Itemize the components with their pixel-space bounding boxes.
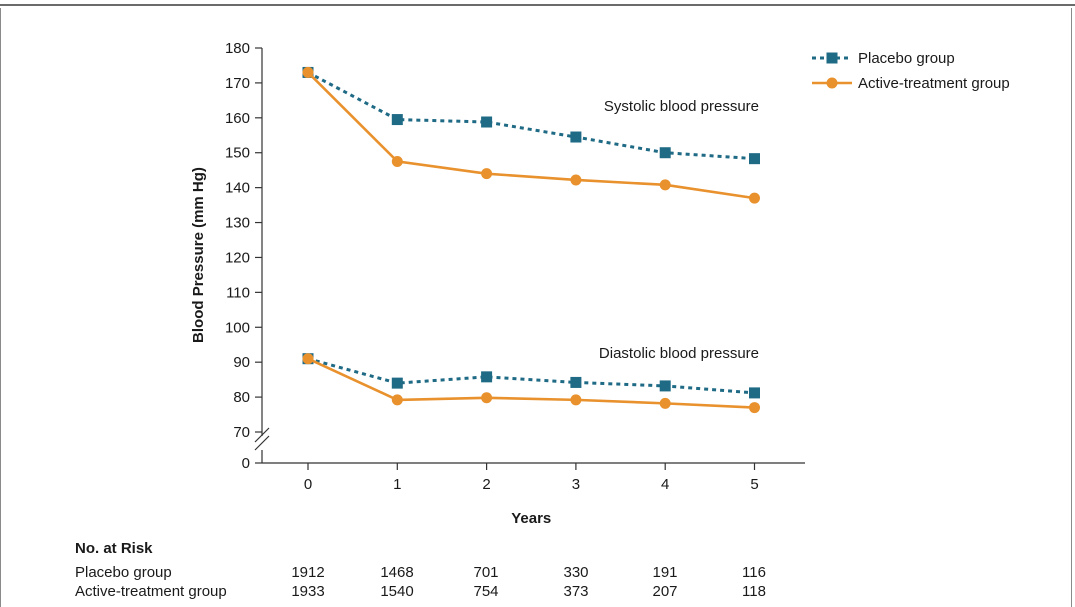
x-tick-label: 5 <box>750 476 758 493</box>
data-point <box>481 116 493 128</box>
x-tick-label: 2 <box>482 476 490 493</box>
data-point <box>481 371 493 383</box>
y-tick-label: 130 <box>225 215 250 232</box>
x-tick-label: 1 <box>393 476 401 493</box>
x-tick-label: 3 <box>572 476 580 493</box>
risk-count: 701 <box>473 564 499 581</box>
y-tick-label: 120 <box>225 249 250 266</box>
data-point <box>391 394 403 406</box>
data-point <box>570 131 582 143</box>
y-axis-label: Blood Pressure (mm Hg) <box>190 167 207 343</box>
risk-count: 1933 <box>291 583 325 600</box>
data-point <box>570 394 582 406</box>
top-rule <box>0 4 1075 6</box>
data-point <box>749 153 760 165</box>
y-tick-label: 110 <box>226 284 250 301</box>
data-point <box>302 353 314 365</box>
series-line <box>307 357 755 395</box>
y-tick-label: 0 <box>242 455 250 472</box>
data-point <box>570 376 582 388</box>
data-point <box>659 179 671 191</box>
series-line <box>307 357 755 409</box>
data-point <box>481 392 493 404</box>
y-tick-label: 70 <box>233 424 250 441</box>
y-tick-label: 170 <box>225 75 250 92</box>
risk-count: 373 <box>563 583 589 600</box>
risk-count: 118 <box>742 583 766 600</box>
risk-row-label: Placebo group <box>75 564 172 581</box>
x-axis-label: Years <box>511 510 551 527</box>
x-tick-label: 4 <box>661 476 669 493</box>
data-point <box>659 397 671 409</box>
y-tick-label: 140 <box>225 180 250 197</box>
data-point <box>481 168 493 180</box>
data-point <box>659 147 671 159</box>
risk-table-title: No. at Risk <box>75 540 153 557</box>
legend-marker <box>826 77 838 89</box>
risk-count: 1912 <box>291 564 325 581</box>
y-tick-label: 150 <box>225 145 250 162</box>
data-point <box>659 380 671 392</box>
y-axis-break-mark <box>254 435 270 451</box>
series-line <box>307 71 755 161</box>
risk-count: 207 <box>652 583 678 600</box>
series-line <box>307 71 755 200</box>
legend-marker <box>826 52 838 64</box>
data-point <box>391 377 403 389</box>
systolic-annotation: Systolic blood pressure <box>604 98 759 115</box>
figure-frame <box>0 8 1072 607</box>
risk-count: 1468 <box>380 564 414 581</box>
blood-pressure-chart: 70 80 90 100 110 120 130 140 150 160 170 180 0 0 1 2 3 4 5… <box>190 40 1010 527</box>
risk-count: 754 <box>473 583 499 600</box>
risk-row-label: Active-treatment group <box>75 583 227 600</box>
data-point <box>749 192 760 204</box>
y-axis-break-mark <box>254 427 270 443</box>
y-tick-label: 80 <box>233 389 250 406</box>
legend-label: Placebo group <box>858 50 955 67</box>
risk-count: 116 <box>742 564 766 581</box>
data-point <box>749 402 760 414</box>
risk-count: 330 <box>563 564 589 581</box>
risk-count: 191 <box>652 564 678 581</box>
y-tick-label: 160 <box>225 110 250 127</box>
data-point <box>391 155 403 167</box>
y-tick-label: 100 <box>225 319 250 336</box>
data-point <box>749 387 760 399</box>
data-point <box>570 174 582 186</box>
legend-label: Active-treatment group <box>858 75 1010 92</box>
y-tick-label: 90 <box>233 354 250 371</box>
risk-count: 1540 <box>380 583 414 600</box>
data-point <box>391 114 403 126</box>
diastolic-annotation: Diastolic blood pressure <box>599 345 759 362</box>
y-tick-label: 180 <box>225 40 250 57</box>
x-tick-label: 0 <box>304 476 312 493</box>
data-point <box>302 66 314 78</box>
